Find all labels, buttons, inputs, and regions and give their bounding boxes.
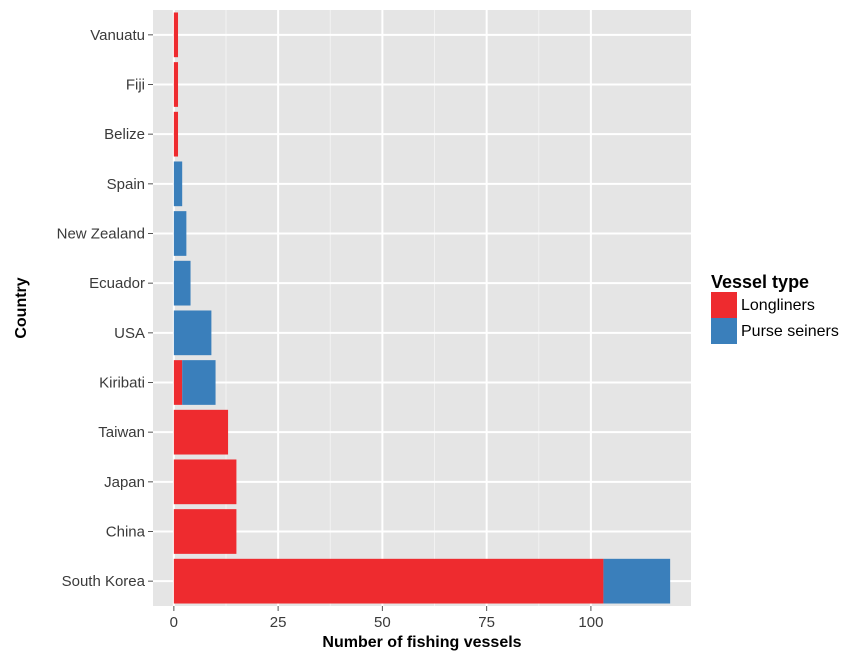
y-tick-label: China [106,524,146,541]
y-tick-label: Taiwan [98,424,145,441]
bar-longliners [173,459,237,505]
bar-longliners [173,558,604,604]
bar-purse-seiners [173,161,183,207]
y-axis-title: Country [13,277,30,338]
legend-label: Longliners [741,297,815,314]
bar-purse-seiners [173,211,187,256]
bar-longliners [173,409,229,455]
y-tick-label: Fiji [126,77,145,94]
legend-swatch [711,292,737,318]
bar-longliners [173,509,237,554]
bar-purse-seiners [173,260,191,306]
grid-lines [153,10,691,606]
x-axis: 0 25 50 75 100 [170,606,603,631]
bars [173,12,671,604]
bar-longliners [173,12,179,58]
y-tick-label: South Korea [62,573,146,590]
bar-purse-seiners [603,558,671,604]
legend-swatch [711,318,737,344]
y-tick-label: Belize [104,126,145,143]
x-tick-label: 100 [578,614,603,631]
x-axis-title: Number of fishing vessels [322,634,521,651]
bar-longliners [173,62,179,107]
x-tick-label: 50 [374,614,391,631]
bar-longliners [173,111,179,157]
y-tick-label: Spain [107,176,145,193]
plot-panel [153,10,691,606]
bar-longliners [173,360,183,405]
y-tick-label: New Zealand [57,226,145,243]
x-tick-label: 25 [270,614,287,631]
x-tick-label: 0 [170,614,178,631]
bar-purse-seiners [173,310,212,356]
legend-title: Vessel type [711,272,809,292]
y-tick-label: Vanuatu [90,27,145,44]
legend-label: Purse seiners [741,323,839,340]
y-tick-label: Kiribati [99,375,145,392]
x-tick-label: 75 [478,614,495,631]
y-tick-label: USA [114,325,145,342]
legend: Vessel type Longliners Purse seiners [711,272,839,344]
y-tick-label: Japan [104,474,145,491]
bar-purse-seiners [182,360,216,405]
y-tick-label: Ecuador [89,275,145,292]
y-axis: Vanuatu Fiji Belize Spain New Zealand Ecuador… [57,27,153,590]
